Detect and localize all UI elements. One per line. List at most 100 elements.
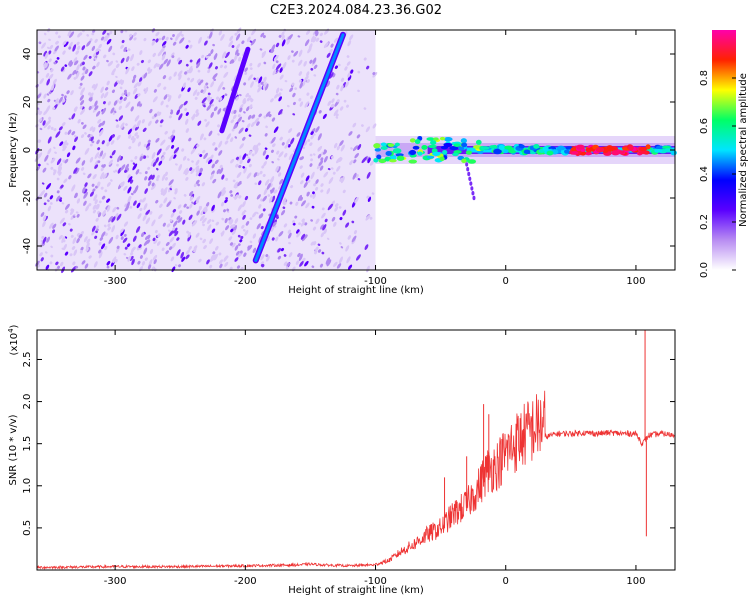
noise-speckle <box>83 188 88 194</box>
echo-band-blob <box>493 148 502 155</box>
noise-speckle <box>247 158 251 164</box>
noise-speckle <box>121 39 125 44</box>
noise-speckle <box>173 71 177 77</box>
noise-speckle <box>206 104 212 111</box>
noise-speckle <box>238 127 244 134</box>
noise-speckle <box>169 187 173 191</box>
noise-speckle <box>127 48 131 51</box>
noise-speckle <box>58 234 63 240</box>
noise-speckle <box>315 186 319 191</box>
noise-speckle <box>48 116 52 121</box>
noise-speckle <box>120 57 125 64</box>
noise-speckle <box>258 204 262 209</box>
noise-speckle <box>246 97 250 102</box>
noise-speckle <box>302 146 306 149</box>
noise-speckle <box>148 120 152 127</box>
noise-speckle <box>48 73 54 80</box>
noise-speckle <box>64 64 68 67</box>
echo-band-blob <box>376 154 382 160</box>
noise-speckle <box>317 243 321 246</box>
noise-speckle <box>278 172 282 177</box>
noise-speckle <box>315 179 319 184</box>
noise-speckle <box>54 151 57 154</box>
noise-speckle <box>129 35 134 41</box>
noise-speckle <box>50 254 54 258</box>
noise-speckle <box>107 226 111 231</box>
snr-x-tick-label: 100 <box>626 576 645 587</box>
noise-speckle <box>94 152 100 160</box>
noise-speckle <box>97 147 101 151</box>
noise-speckle <box>168 246 173 251</box>
noise-speckle <box>95 217 99 222</box>
snr-y-tick-label: 2.5 <box>22 352 33 368</box>
echo-band-blob <box>498 144 505 151</box>
noise-speckle <box>125 56 130 63</box>
echo-band-blob <box>387 143 395 147</box>
noise-speckle <box>106 141 110 147</box>
echo-band-blob <box>409 138 416 143</box>
noise-speckle <box>363 57 367 61</box>
noise-speckle <box>235 43 241 50</box>
noise-speckle <box>233 54 238 62</box>
noise-speckle <box>317 249 322 253</box>
noise-speckle <box>340 246 344 249</box>
noise-speckle <box>170 110 174 115</box>
noise-speckle <box>198 206 202 209</box>
noise-speckle <box>108 215 113 223</box>
noise-speckle <box>310 241 315 246</box>
noise-speckle <box>144 235 149 240</box>
noise-speckle <box>189 44 193 49</box>
noise-speckle <box>300 180 304 185</box>
noise-speckle <box>298 253 303 262</box>
noise-speckle <box>151 152 156 160</box>
spectrogram-x-tick-label: -200 <box>234 276 257 287</box>
noise-speckle <box>207 95 210 99</box>
noise-speckle <box>36 93 42 99</box>
noise-speckle <box>185 112 189 116</box>
noise-speckle <box>98 49 102 52</box>
chart-title: C2E3.2024.084.23.36.G02 <box>270 3 442 18</box>
noise-speckle <box>302 257 306 262</box>
noise-speckle <box>292 101 296 106</box>
echo-band-blob <box>433 137 439 141</box>
noise-speckle <box>174 188 178 192</box>
noise-speckle <box>301 80 306 87</box>
noise-speckle <box>237 243 241 247</box>
echo-tail <box>466 167 470 172</box>
noise-speckle <box>126 201 130 209</box>
noise-speckle <box>114 169 118 173</box>
noise-speckle <box>287 232 292 239</box>
noise-speckle <box>176 57 181 62</box>
noise-speckle <box>314 250 317 255</box>
noise-speckle <box>56 40 59 44</box>
noise-speckle <box>326 188 331 195</box>
noise-speckle <box>318 110 322 114</box>
noise-speckle <box>98 43 102 49</box>
noise-speckle <box>46 46 50 49</box>
noise-speckle <box>86 34 90 37</box>
noise-speckle <box>118 115 124 121</box>
noise-speckle <box>41 235 45 239</box>
echo-band-blob <box>571 151 579 155</box>
noise-speckle <box>88 92 91 96</box>
noise-speckle <box>266 235 271 242</box>
noise-speckle <box>320 224 325 230</box>
noise-speckle <box>267 194 271 197</box>
noise-speckle <box>116 134 121 141</box>
noise-speckle <box>158 214 163 220</box>
noise-speckle <box>71 113 76 120</box>
noise-speckle <box>292 113 296 116</box>
noise-speckle <box>234 136 238 139</box>
noise-speckle <box>149 108 153 114</box>
noise-speckle <box>335 92 339 96</box>
noise-speckle <box>123 46 127 52</box>
noise-speckle <box>107 223 111 227</box>
noise-speckle <box>262 195 267 202</box>
noise-speckle <box>134 93 139 99</box>
noise-speckle <box>197 183 200 187</box>
noise-speckle <box>58 96 63 103</box>
noise-speckle <box>298 79 302 83</box>
noise-speckle <box>84 147 90 155</box>
noise-speckle <box>173 227 178 234</box>
noise-speckle <box>277 92 282 97</box>
